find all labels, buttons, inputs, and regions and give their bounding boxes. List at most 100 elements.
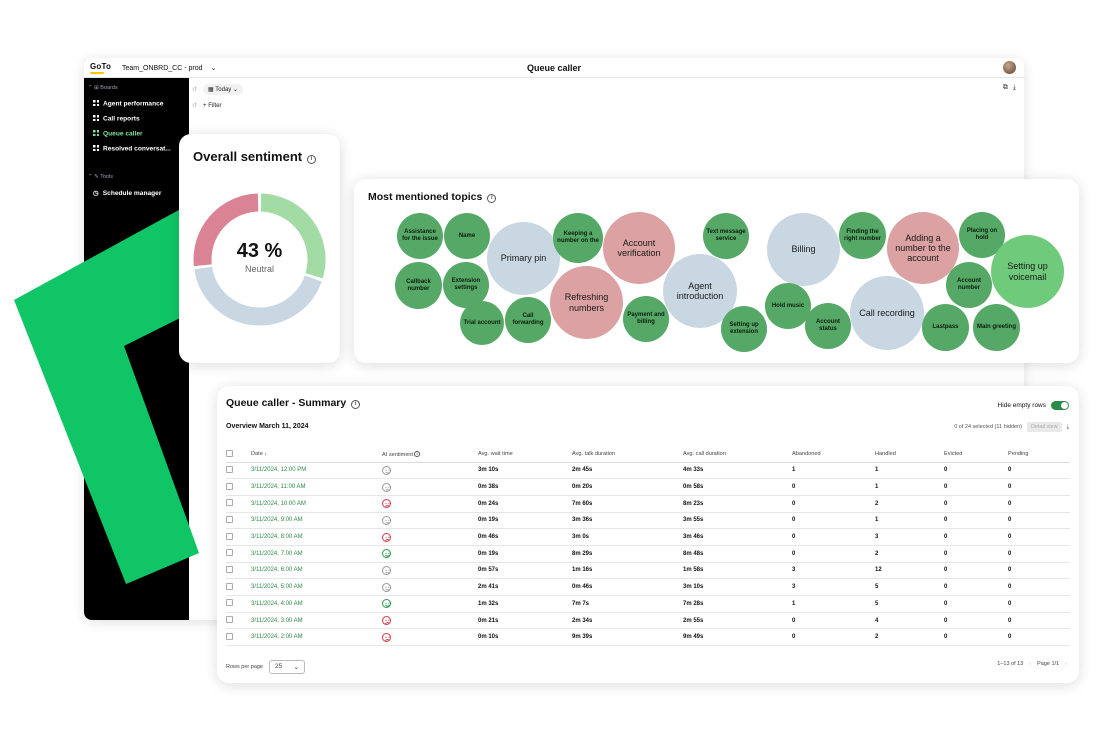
sidebar-item-resolved-conversations[interactable]: Resolved conversat...: [93, 145, 171, 153]
column-header-avg-talk[interactable]: Avg. talk duration: [572, 447, 683, 463]
topic-bubble[interactable]: Extension settings: [443, 262, 489, 308]
chevron-down-icon: ⌄: [293, 664, 299, 671]
table-row[interactable]: 3/11/2024, 12:00 PM 3m 10s 2m 45s 4m 33s 1 1 0…: [226, 462, 1070, 480]
column-header-pending[interactable]: Pending: [1008, 447, 1070, 463]
row-checkbox[interactable]: [226, 515, 233, 523]
date-cell[interactable]: 3/11/2024, 6:00 AM: [251, 562, 382, 580]
next-page-icon[interactable]: ›: [1065, 661, 1067, 667]
column-header-date[interactable]: Date ↓: [251, 447, 382, 463]
date-cell[interactable]: 3/11/2024, 2:00 AM: [251, 628, 382, 647]
date-cell[interactable]: 3/11/2024, 7:00 AM: [251, 545, 382, 563]
queue-caller-summary-card: Queue caller - Summary i Overview March 1…: [217, 386, 1079, 683]
column-header-evicted[interactable]: Evicted: [944, 447, 1008, 463]
topic-bubble[interactable]: Billing: [767, 213, 840, 286]
date-cell[interactable]: 3/11/2024, 4:00 AM: [251, 595, 382, 613]
row-checkbox[interactable]: [226, 549, 233, 557]
rows-per-page-control: Rows per page 25 ⌄: [226, 660, 305, 674]
row-checkbox[interactable]: [226, 482, 233, 490]
tools-section-label[interactable]: ⌃ ✎ Tools: [88, 174, 114, 180]
avatar[interactable]: [1003, 61, 1016, 74]
row-checkbox[interactable]: [226, 632, 233, 640]
date-filter-button[interactable]: ▦ Today ⌄: [203, 84, 243, 95]
topic-bubble[interactable]: Lastpass: [922, 304, 969, 351]
topic-bubble[interactable]: Keeping a number on the: [553, 213, 603, 263]
topic-bubble[interactable]: Payment and billing: [623, 296, 669, 342]
table-row[interactable]: 3/11/2024, 5:00 AM 2m 41s 0m 46s 3m 10s 3 5 0 0: [226, 578, 1070, 596]
column-header-handled[interactable]: Handled: [875, 447, 944, 463]
donut-segment-negative[interactable]: [193, 193, 259, 267]
team-selector[interactable]: Team_ONBRD_CC - prod ⌄: [122, 65, 217, 72]
info-icon[interactable]: i: [351, 400, 361, 409]
row-checkbox[interactable]: [226, 616, 233, 624]
table-row[interactable]: 3/11/2024, 10:00 AM 0m 24s 7m 60s 8m 23s 0 2 0…: [226, 495, 1070, 513]
topic-bubble[interactable]: Primary pin: [487, 222, 560, 295]
topic-bubble[interactable]: Setting up voicemail: [991, 235, 1064, 308]
row-checkbox[interactable]: [226, 582, 233, 590]
hide-empty-rows-toggle[interactable]: [1051, 401, 1069, 410]
date-cell[interactable]: 3/11/2024, 3:00 AM: [251, 612, 382, 630]
topic-bubble[interactable]: Account verification: [603, 212, 675, 284]
sentiment-cell: [382, 478, 478, 496]
info-icon[interactable]: i: [487, 194, 497, 203]
topic-bubble[interactable]: Main greeting: [973, 304, 1020, 351]
topic-bubble[interactable]: Account status: [805, 303, 851, 349]
table-row[interactable]: 3/11/2024, 6:00 AM 0m 57s 1m 16s 1m 58s 3 12 0…: [226, 562, 1070, 580]
sidebar-item-call-reports[interactable]: Call reports: [93, 115, 140, 123]
topic-bubble[interactable]: Account number: [946, 262, 992, 308]
sidebar-item-queue-caller[interactable]: Queue caller: [93, 130, 143, 138]
rows-per-page-select[interactable]: 25 ⌄: [269, 660, 305, 674]
topic-bubble[interactable]: Call forwarding: [505, 297, 551, 343]
table-row[interactable]: 3/11/2024, 11:00 AM 0m 38s 0m 20s 0m 58s 0 1 0…: [226, 478, 1070, 496]
detail-view-button[interactable]: Detail view: [1026, 422, 1062, 432]
info-icon[interactable]: i: [307, 155, 317, 164]
topic-bubble[interactable]: Finding the right number: [839, 212, 886, 259]
column-header-ai-sentiment[interactable]: AI sentiment i: [382, 447, 478, 463]
topic-bubble[interactable]: Text message service: [703, 213, 749, 259]
donut-segment-neutral[interactable]: [194, 266, 322, 326]
select-all-checkbox[interactable]: [226, 449, 233, 457]
row-checkbox[interactable]: [226, 499, 233, 507]
sidebar-item-agent-performance[interactable]: Agent performance: [93, 100, 163, 108]
topic-bubble[interactable]: Assistance for the issue: [397, 213, 443, 259]
topic-bubble[interactable]: Call recording: [850, 276, 924, 350]
table-row[interactable]: 3/11/2024, 8:00 AM 0m 46s 3m 0s 3m 46s 0 3 0 0: [226, 528, 1070, 546]
row-checkbox[interactable]: [226, 599, 233, 607]
info-icon[interactable]: i: [414, 450, 421, 457]
date-cell[interactable]: 3/11/2024, 10:00 AM: [251, 495, 382, 513]
prev-page-icon[interactable]: ‹: [1029, 661, 1032, 667]
row-checkbox[interactable]: [226, 465, 233, 473]
table-row[interactable]: 3/11/2024, 3:00 AM 0m 21s 2m 34s 2m 55s 0 4 0 0: [226, 612, 1070, 630]
download-icon[interactable]: ⤓: [1012, 84, 1016, 91]
row-checkbox[interactable]: [226, 532, 233, 540]
column-header-avg-call[interactable]: Avg. call duration: [683, 447, 792, 463]
table-row[interactable]: 3/11/2024, 9:00 AM 0m 19s 3m 36s 3m 55s 0 1 0 0: [226, 512, 1070, 530]
topic-bubble[interactable]: Callback number: [395, 262, 442, 309]
column-header-abandoned[interactable]: Abandoned: [792, 447, 875, 463]
undo-icon[interactable]: ↺: [192, 103, 198, 109]
date-cell[interactable]: 3/11/2024, 12:00 PM: [251, 462, 382, 480]
add-filter-button[interactable]: + Filter: [203, 102, 222, 109]
date-cell[interactable]: 3/11/2024, 5:00 AM: [251, 578, 382, 596]
topic-bubble[interactable]: Trial account: [460, 301, 504, 345]
reset-icon[interactable]: ↺: [192, 87, 198, 93]
boards-section-label[interactable]: ⌃ ⊞ Boards: [88, 85, 118, 91]
topic-bubble[interactable]: Refreshing numbers: [550, 266, 623, 339]
column-header-avg-wait[interactable]: Avg. wait time: [478, 447, 572, 463]
topic-bubble[interactable]: Setting up extension: [721, 306, 767, 352]
table-row[interactable]: 3/11/2024, 4:00 AM 1m 32s 7m 7s 7m 28s 1 5 0 0: [226, 595, 1070, 613]
download-icon[interactable]: ⤓: [1066, 423, 1069, 430]
date-cell[interactable]: 3/11/2024, 9:00 AM: [251, 512, 382, 530]
table-row[interactable]: 3/11/2024, 2:00 AM 0m 10s 9m 39s 9m 49s 0 2 0 0: [226, 628, 1070, 647]
sidebar-item-schedule-manager[interactable]: ◷ Schedule manager: [93, 190, 162, 197]
goto-logo[interactable]: GoTo: [90, 62, 111, 74]
topic-bubble[interactable]: Hold music: [765, 283, 811, 329]
topic-bubble[interactable]: Name: [444, 213, 490, 259]
donut-segment-positive[interactable]: [260, 193, 326, 279]
copy-icon[interactable]: ⧉: [1002, 84, 1008, 91]
topic-bubble[interactable]: Adding a number to the account: [887, 212, 959, 284]
evicted-cell: 0: [944, 595, 1008, 613]
date-cell[interactable]: 3/11/2024, 8:00 AM: [251, 528, 382, 546]
table-row[interactable]: 3/11/2024, 7:00 AM 0m 19s 8m 29s 8m 48s 0 2 0 0: [226, 545, 1070, 563]
row-checkbox[interactable]: [226, 565, 233, 573]
date-cell[interactable]: 3/11/2024, 11:00 AM: [251, 478, 382, 496]
